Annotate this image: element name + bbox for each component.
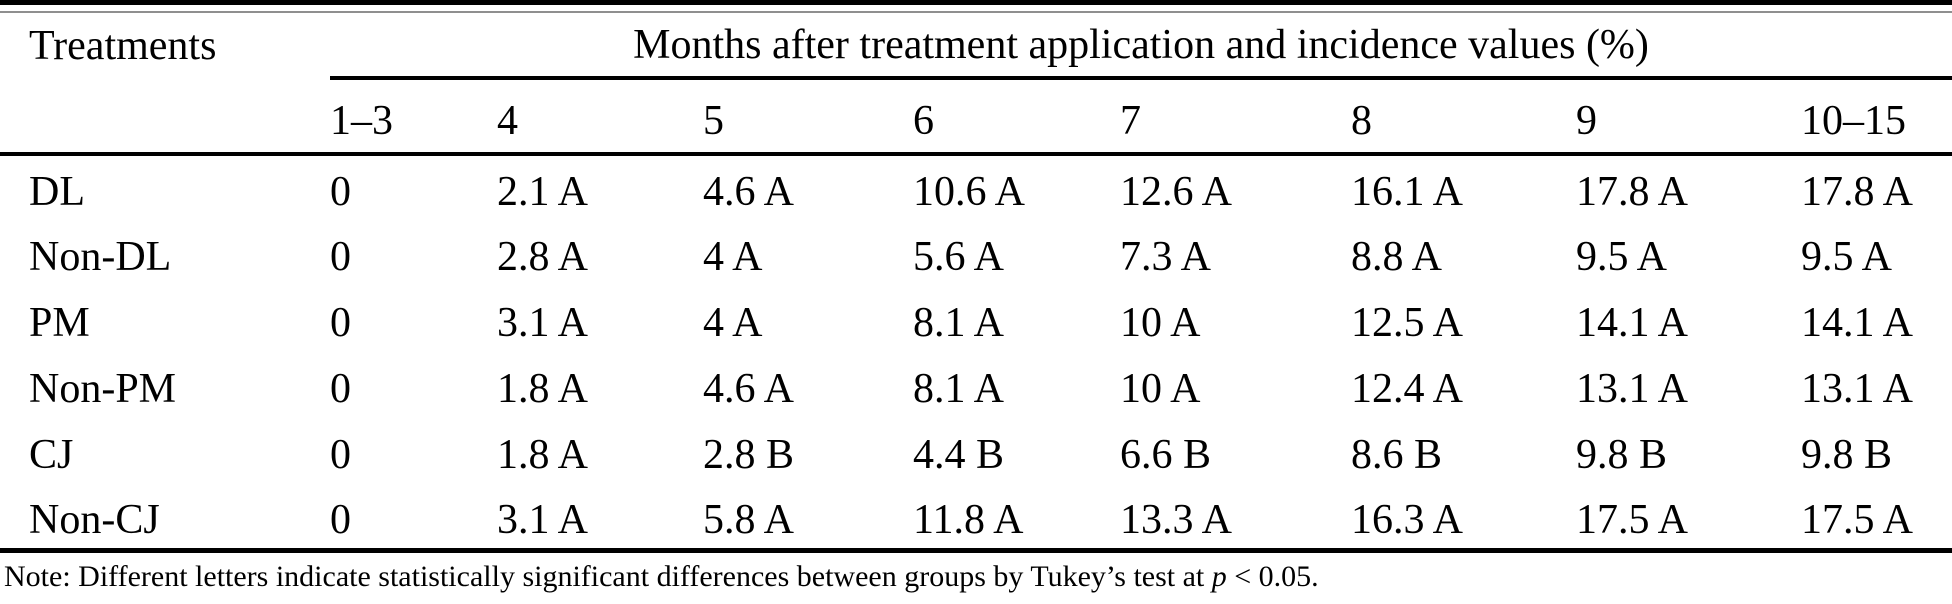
incidence-value-cell: 8.1 A — [913, 366, 1005, 412]
table-row: Non-PM 0 1.8 A 4.6 A 8.1 A 10 A 12.4 A 13.1 A 13… — [0, 352, 1952, 418]
month-column-header: 7 — [1120, 78, 1351, 156]
incidence-value-cell: 0 — [330, 300, 351, 346]
month-column-header: 8 — [1351, 78, 1576, 156]
incidence-value-cell: 8.1 A — [913, 300, 1005, 346]
month-column-header: 4 — [497, 78, 703, 156]
incidence-value-cell: 4.6 A — [703, 366, 795, 412]
table-row: Non-DL 0 2.8 A 4 A 5.6 A 7.3 A 8.8 A 9.5 A 9.5 A — [0, 220, 1952, 286]
incidence-value-cell: 14.1 A — [1801, 300, 1914, 346]
group-header-row: Treatments Months after treatment applic… — [0, 14, 1952, 80]
incidence-value-cell: 12.4 A — [1351, 366, 1464, 412]
incidence-value-cell: 7.3 A — [1120, 234, 1212, 280]
month-column-header: 9 — [1576, 78, 1801, 156]
incidence-value-cell: 3.1 A — [497, 484, 703, 553]
incidence-value-cell: 10 A — [1120, 366, 1201, 412]
incidence-value-cell: 2.8 B — [703, 432, 795, 478]
incidence-value-cell: 9.5 A — [1801, 234, 1893, 280]
incidence-value-cell: 10.6 A — [913, 169, 1026, 215]
incidence-value-cell: 16.1 A — [1351, 169, 1464, 215]
incidence-value-cell: 4.4 B — [913, 432, 1005, 478]
incidence-value-cell: 17.8 A — [1576, 169, 1689, 215]
incidence-value-cell: 17.8 A — [1801, 169, 1914, 215]
incidence-value-cell: 13.1 A — [1801, 366, 1914, 412]
incidence-value-cell: 5.8 A — [703, 484, 913, 553]
incidence-value-cell: 0 — [330, 234, 351, 280]
incidence-value-cell: 11.8 A — [913, 484, 1120, 553]
incidence-value-cell: 17.5 A — [1576, 484, 1801, 553]
note-suffix-text: < 0.05. — [1226, 559, 1319, 593]
incidence-value-cell: 0 — [330, 432, 351, 478]
months-group-header: Months after treatment application and i… — [330, 14, 1952, 80]
incidence-value-cell: 9.8 B — [1576, 432, 1668, 478]
month-column-header: 5 — [703, 78, 913, 156]
top-thin-rule — [0, 11, 1952, 13]
treatment-label: CJ — [29, 432, 74, 478]
month-column-header: 1–3 — [330, 78, 497, 156]
table-row: CJ 0 1.8 A 2.8 B 4.4 B 6.6 B 8.6 B 9.8 B 9.8 B — [0, 418, 1952, 484]
incidence-value-cell: 1.8 A — [497, 366, 589, 412]
incidence-value-cell: 4 A — [703, 234, 763, 280]
incidence-value-cell: 10 A — [1120, 300, 1201, 346]
treatment-label: DL — [29, 169, 85, 215]
incidence-value-cell: 13.3 A — [1120, 484, 1351, 553]
incidence-value-cell: 0 — [330, 366, 351, 412]
incidence-value-cell: 5.6 A — [913, 234, 1005, 280]
top-thick-rule — [0, 0, 1952, 5]
month-header-row: 1–3 4 5 6 7 8 9 10–15 — [0, 78, 1952, 156]
incidence-value-cell: 0 — [330, 484, 497, 553]
table-body: DL 0 2.1 A 4.6 A 10.6 A 12.6 A 16.1 A 17.8 A 17.… — [0, 154, 1952, 553]
incidence-value-cell: 3.1 A — [497, 300, 589, 346]
incidence-value-cell: 0 — [330, 169, 351, 215]
treatment-label: PM — [29, 300, 90, 346]
note-prefix-text: Note: Different letters indicate statist… — [4, 559, 1212, 593]
treatment-label: Non-CJ — [0, 484, 330, 553]
month-header-spacer — [0, 78, 330, 156]
incidence-table: Treatments Months after treatment applic… — [0, 14, 1952, 553]
incidence-value-cell: 2.1 A — [497, 169, 589, 215]
table-note: Note: Different letters indicate statist… — [0, 559, 1952, 595]
table-head: Treatments Months after treatment applic… — [0, 14, 1952, 156]
month-column-header: 10–15 — [1801, 78, 1952, 156]
note-p-symbol: p — [1211, 559, 1227, 593]
incidence-value-cell: 14.1 A — [1576, 300, 1689, 346]
treatment-label: Non-PM — [29, 366, 177, 412]
table-row: Non-CJ 0 3.1 A 5.8 A 11.8 A 13.3 A 16.3 A 17.5 … — [0, 484, 1952, 553]
incidence-value-cell: 9.8 B — [1801, 432, 1893, 478]
incidence-value-cell: 17.5 A — [1801, 484, 1952, 553]
incidence-value-cell: 6.6 B — [1120, 432, 1212, 478]
table-row: PM 0 3.1 A 4 A 8.1 A 10 A 12.5 A 14.1 A 14.1 A — [0, 286, 1952, 352]
incidence-value-cell: 4.6 A — [703, 169, 795, 215]
month-column-header: 6 — [913, 78, 1120, 156]
incidence-value-cell: 9.5 A — [1576, 234, 1668, 280]
incidence-value-cell: 12.5 A — [1351, 300, 1464, 346]
incidence-value-cell: 13.1 A — [1576, 366, 1689, 412]
incidence-value-cell: 4 A — [703, 300, 763, 346]
incidence-value-cell: 12.6 A — [1120, 169, 1233, 215]
incidence-value-cell: 2.8 A — [497, 234, 589, 280]
table-row: DL 0 2.1 A 4.6 A 10.6 A 12.6 A 16.1 A 17.8 A 17.… — [0, 154, 1952, 220]
treatments-column-header: Treatments — [29, 23, 217, 69]
treatment-label: Non-DL — [29, 234, 172, 280]
incidence-value-cell: 16.3 A — [1351, 484, 1576, 553]
incidence-value-cell: 8.8 A — [1351, 234, 1443, 280]
incidence-value-cell: 1.8 A — [497, 432, 589, 478]
incidence-value-cell: 8.6 B — [1351, 432, 1443, 478]
